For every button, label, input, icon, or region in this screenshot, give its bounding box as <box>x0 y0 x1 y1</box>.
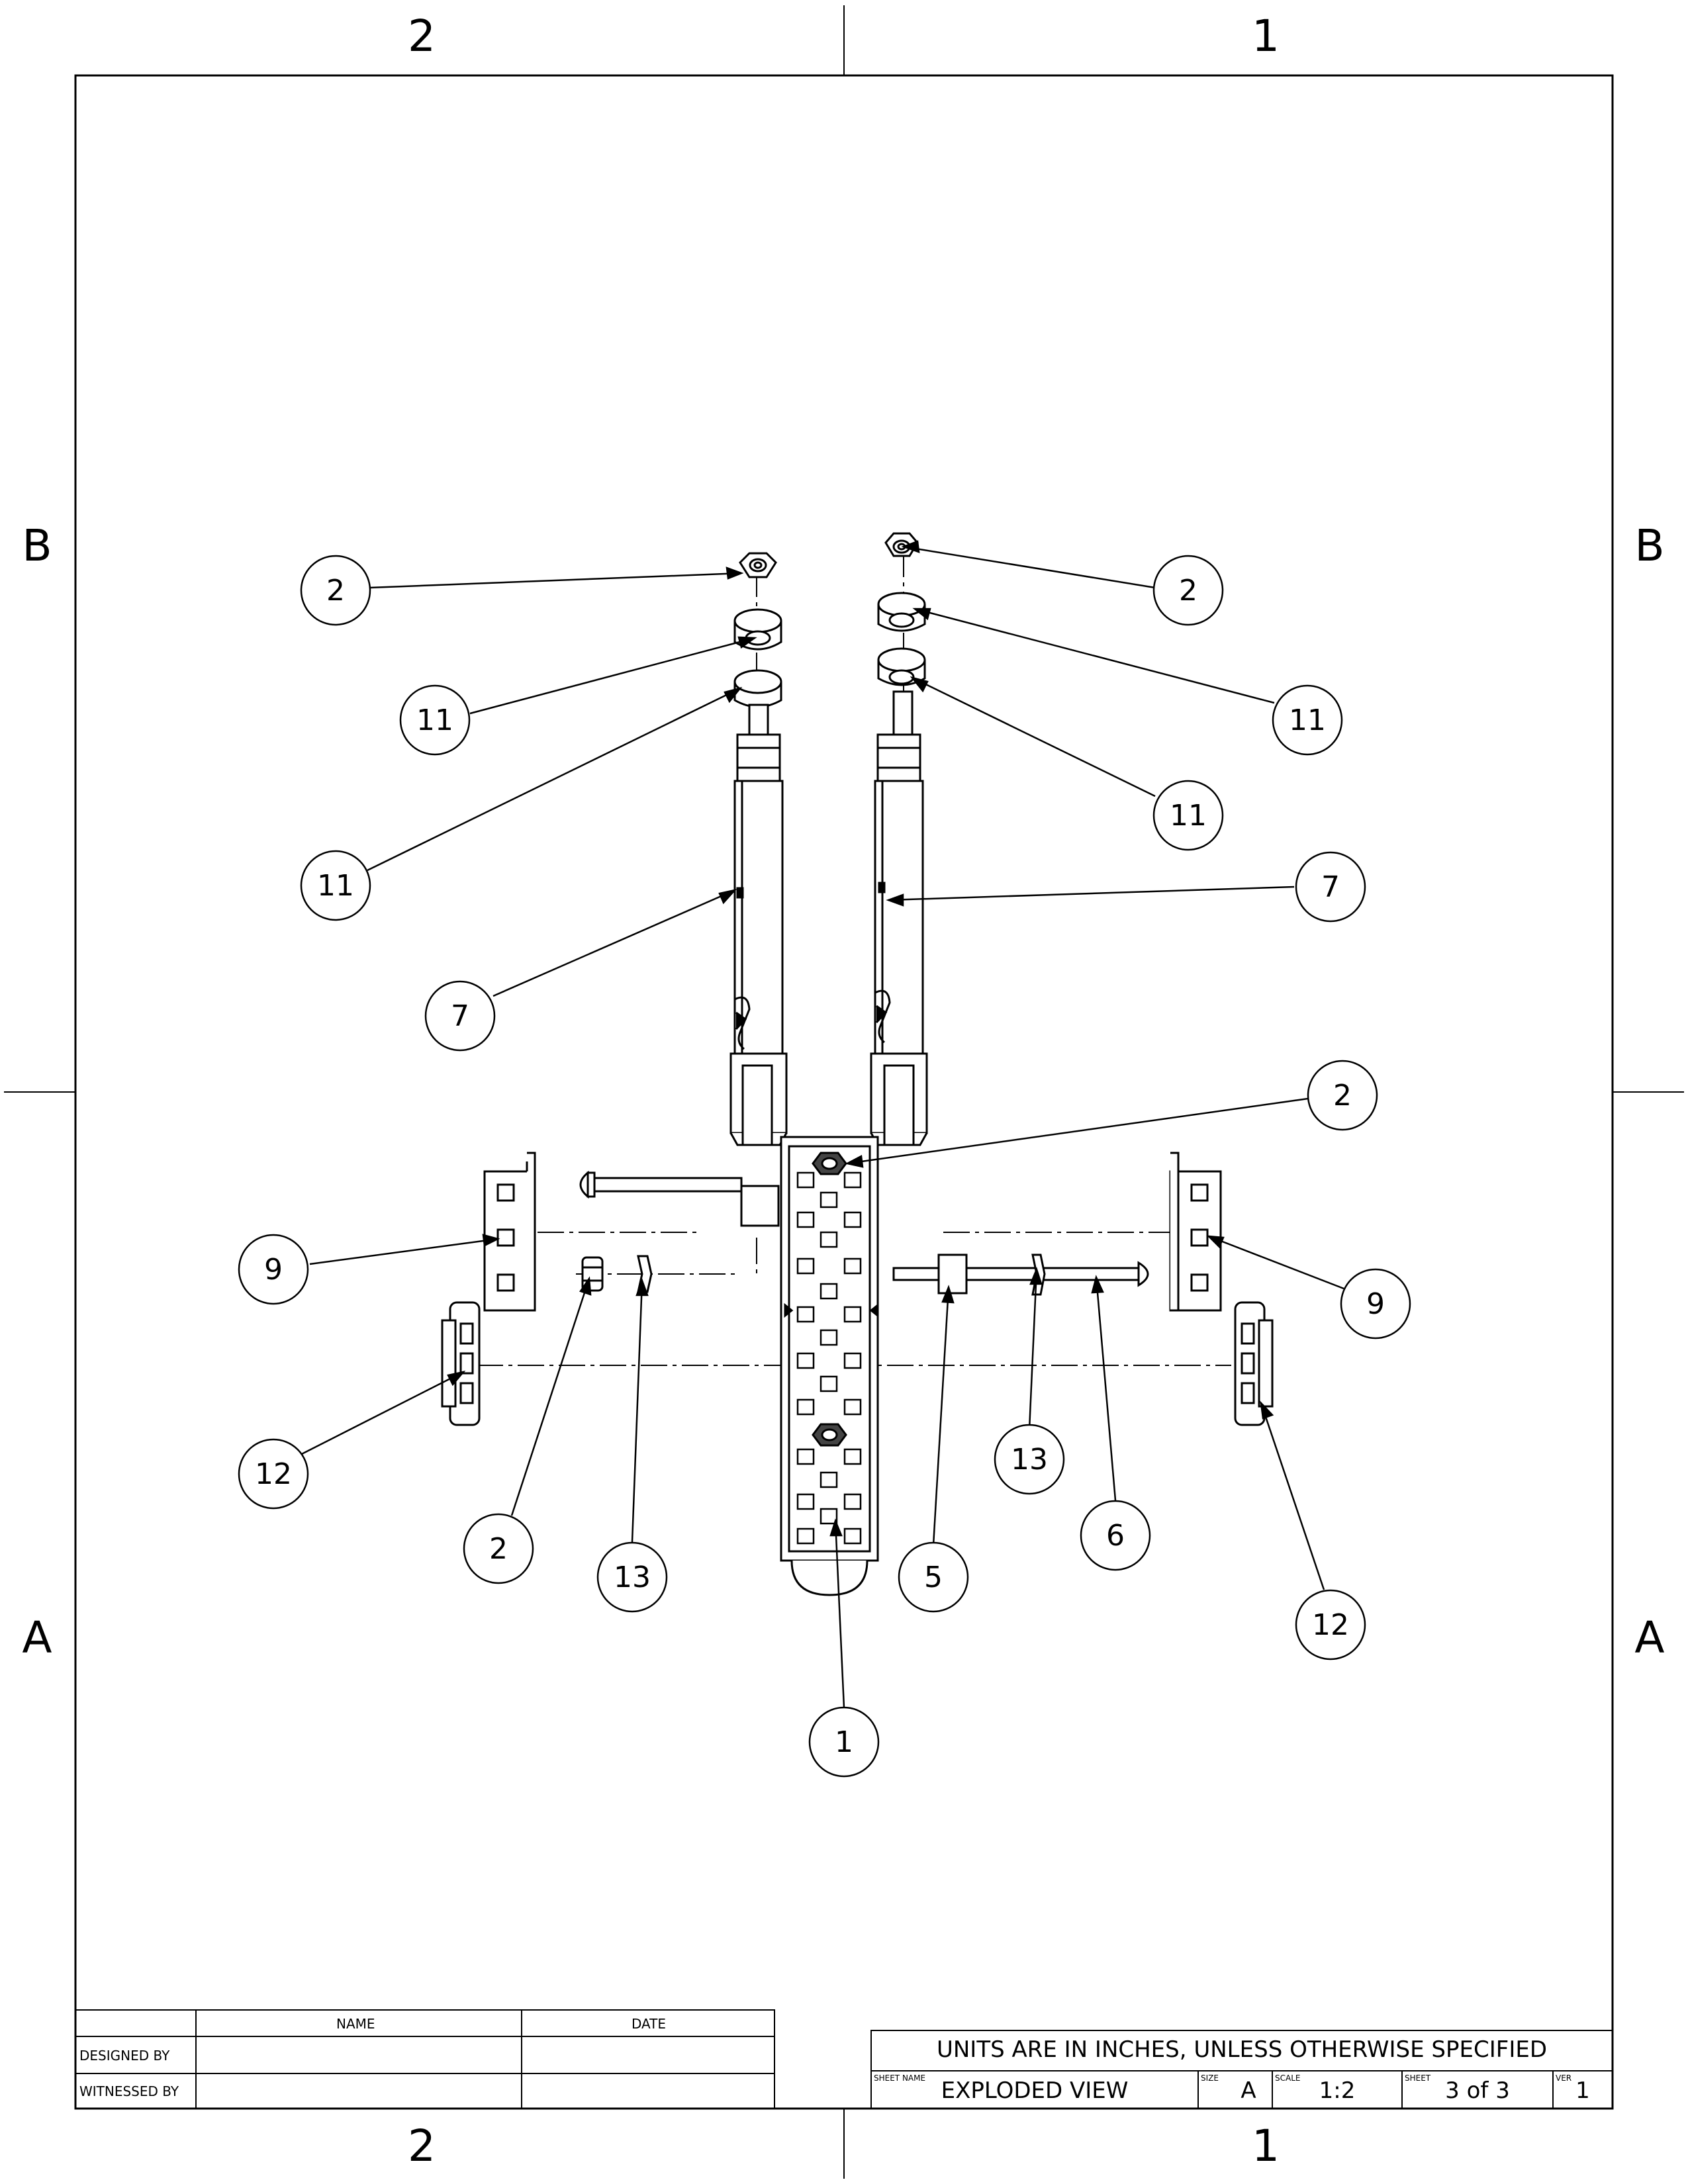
units-note: UNITS ARE IN INCHES, UNLESS OTHERWISE SP… <box>936 2036 1548 2063</box>
left-long-pin <box>579 1170 780 1227</box>
left-hex-nut <box>739 552 777 578</box>
zone-label-bottom-1: 1 <box>1252 2120 1280 2171</box>
balloon-label: 9 <box>264 1253 283 1287</box>
zone-label-top-1: 1 <box>1252 11 1280 62</box>
sheet-name-label: SHEET NAME <box>874 2073 926 2083</box>
balloon-label: 1 <box>835 1725 853 1759</box>
center-plate <box>780 1136 879 1596</box>
sheet-label: SHEET <box>1405 2073 1431 2083</box>
left-bracket <box>483 1152 536 1312</box>
scale-label: SCALE <box>1275 2073 1301 2083</box>
left-bushing-lower <box>733 669 782 708</box>
balloon-label: 6 <box>1106 1519 1125 1553</box>
sheet-name: EXPLODED VIEW <box>941 2077 1129 2104</box>
sheet-number: 3 of 3 <box>1445 2077 1510 2104</box>
zone-label-right-B: B <box>1634 520 1665 571</box>
name-column-header: NAME <box>336 2016 375 2032</box>
right-strut <box>870 690 928 1146</box>
right-knob <box>1234 1301 1274 1426</box>
right-bolt <box>892 1253 1149 1296</box>
balloon-label: 5 <box>924 1561 943 1594</box>
designed-by-label: DESIGNED BY <box>79 2048 170 2064</box>
witnessed-by-label: WITNESSED BY <box>79 2083 179 2099</box>
leader-lines <box>291 540 1344 1708</box>
balloon-labels: 2 11 11 7 2 11 11 7 2 9 9 12 2 13 5 13 6… <box>255 574 1385 1759</box>
left-knob <box>441 1301 481 1426</box>
size-value: A <box>1241 2077 1256 2104</box>
zone-label-left-A: A <box>22 1612 52 1663</box>
balloon-label: 2 <box>1179 574 1197 608</box>
balloon-label: 11 <box>1289 704 1326 737</box>
balloon-label: 11 <box>317 869 354 903</box>
ver-label: VER <box>1556 2073 1572 2083</box>
drawing-border <box>74 74 1614 2110</box>
balloon-label: 9 <box>1366 1287 1385 1321</box>
plate-nut-bottom <box>812 1423 847 1447</box>
balloon-label: 13 <box>614 1561 651 1594</box>
right-bushing-upper <box>877 592 926 632</box>
zone-label-top-2: 2 <box>408 11 436 62</box>
balloon-label: 12 <box>1312 1608 1349 1642</box>
balloon-label: 11 <box>1170 799 1207 833</box>
ver-value: 1 <box>1575 2077 1590 2104</box>
balloon-label: 2 <box>489 1532 508 1566</box>
zone-ticks <box>4 5 1684 2179</box>
zone-label-right-A: A <box>1634 1612 1665 1663</box>
plate-slots <box>796 1171 862 1545</box>
zone-label-bottom-2: 2 <box>408 2120 436 2171</box>
plate-nut-top <box>812 1152 847 1175</box>
signoff-grid <box>75 2009 775 2109</box>
scale-value: 1:2 <box>1319 2077 1356 2104</box>
balloon-label: 13 <box>1011 1443 1048 1477</box>
balloon-label: 11 <box>416 704 453 737</box>
date-column-header: DATE <box>632 2016 667 2032</box>
balloon-label: 12 <box>255 1457 292 1491</box>
balloon-label: 7 <box>1321 870 1340 904</box>
title-block-grid <box>870 2030 1613 2109</box>
left-strut <box>729 704 788 1146</box>
balloon-label: 7 <box>451 999 469 1033</box>
zone-label-left-B: B <box>22 520 52 571</box>
balloon-label: 2 <box>326 574 345 608</box>
size-label: SIZE <box>1201 2073 1219 2083</box>
balloon-circles <box>238 555 1411 1778</box>
assembly-drawing <box>441 532 1274 1596</box>
right-bracket <box>1169 1152 1222 1312</box>
balloon-label: 2 <box>1333 1079 1352 1113</box>
